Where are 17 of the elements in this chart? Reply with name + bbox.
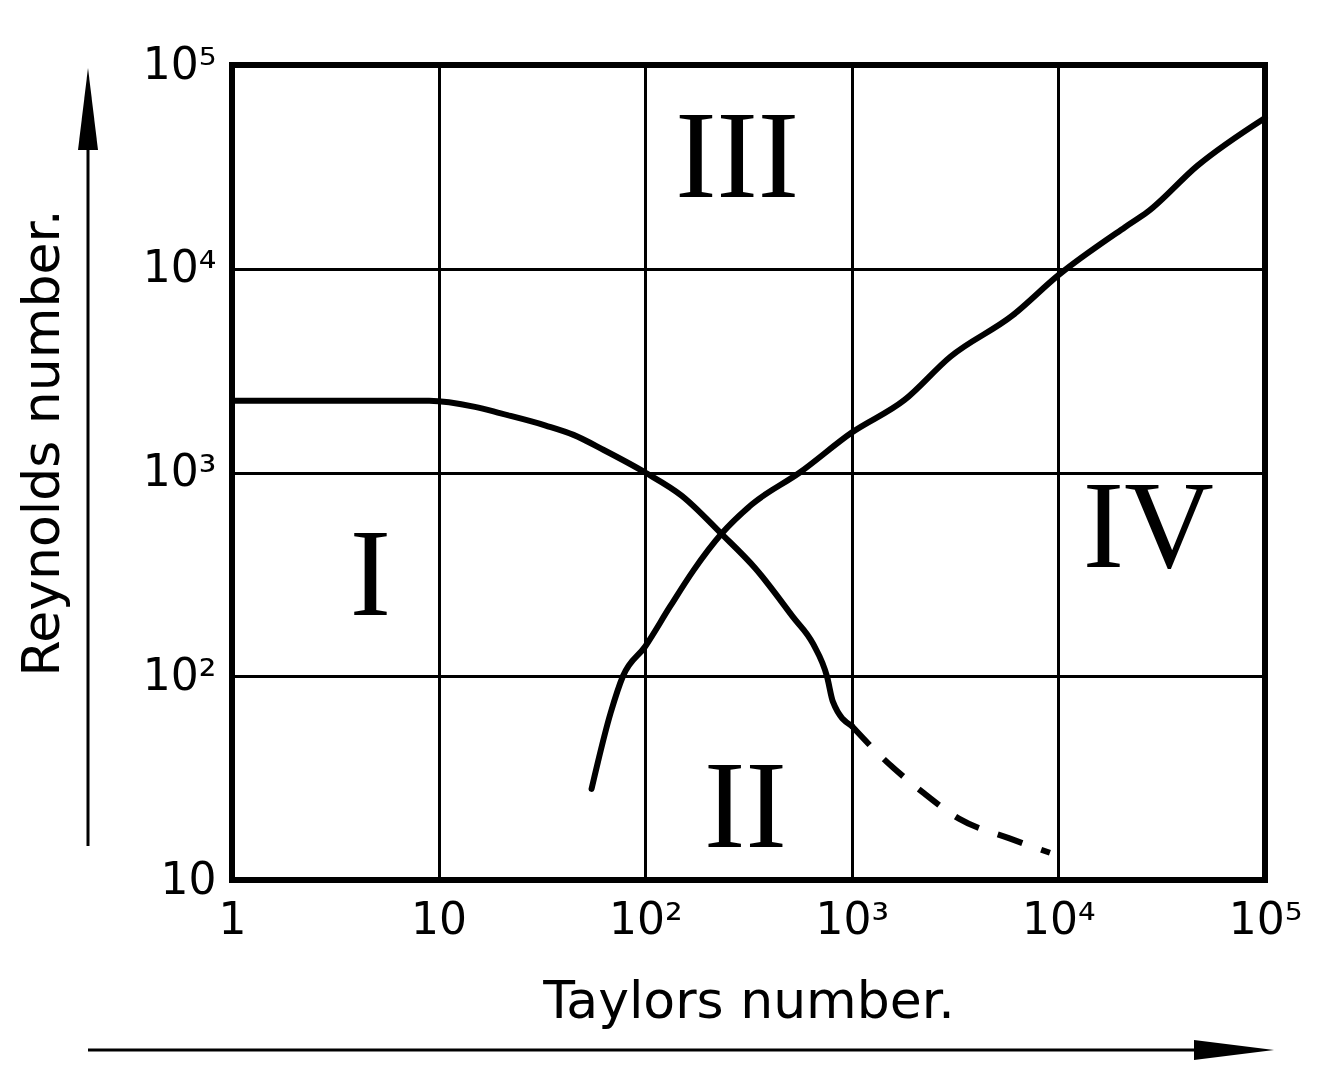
x-tick-label: 10³ (815, 892, 890, 944)
y-tick-label: 10³ (142, 445, 217, 496)
x-tick-label: 10 (411, 892, 468, 944)
x-axis-title: Taylors number. (542, 969, 955, 1030)
annotation: IV (1082, 457, 1214, 595)
y-tick-label: 10² (142, 648, 217, 700)
y-axis-title: Reynolds number. (10, 209, 71, 677)
annotation: II (704, 736, 787, 874)
x-tick-label: 10⁵ (1228, 892, 1303, 944)
y-tick-label: 10 (160, 852, 217, 904)
annotation: I (349, 504, 392, 642)
y-tick-label: 10⁵ (142, 37, 217, 89)
y-tick-label: 10⁴ (142, 241, 217, 293)
x-tick-label: 10² (608, 892, 683, 944)
x-tick-label: 10⁴ (1022, 892, 1096, 944)
annotation: III (675, 87, 800, 225)
x-tick-label: 1 (218, 892, 247, 944)
